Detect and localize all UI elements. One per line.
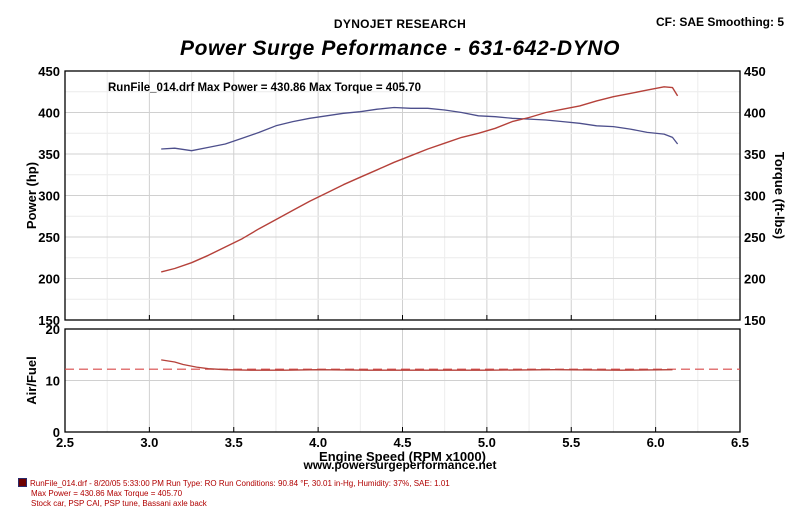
- x-tick-label: 6.0: [647, 435, 665, 450]
- y-tick-label-torque: 350: [744, 147, 766, 162]
- x-tick-label: 4.5: [393, 435, 411, 450]
- y-tick-label-afr: 0: [53, 425, 60, 440]
- y-tick-label-power: 200: [38, 272, 60, 287]
- y-tick-label-power: 450: [38, 64, 60, 79]
- y-tick-label-power: 150: [38, 313, 60, 328]
- afr-curve: [161, 359, 673, 371]
- y-tick-label-power: 350: [38, 147, 60, 162]
- dyno-brand: DYNOJET RESEARCH: [333, 17, 467, 31]
- x-tick-label: 4.0: [309, 435, 327, 450]
- y-tick-label-power: 300: [38, 189, 60, 204]
- x-axis-label: Engine Speed (RPM x1000): [319, 449, 486, 464]
- chart-title: Power Surge Peformance - 631-642-DYNO: [179, 37, 620, 60]
- x-tick-label: 5.0: [478, 435, 496, 450]
- x-tick-label: 2.5: [56, 435, 74, 450]
- y-tick-label-torque: 300: [744, 189, 766, 204]
- max-values-annotation: RunFile_014.drf Max Power = 430.86 Max T…: [108, 82, 421, 94]
- y-tick-label-torque: 250: [744, 230, 766, 245]
- y-tick-label-torque: 450: [744, 64, 766, 79]
- cf-smoothing-label: CF: SAE Smoothing: 5: [656, 15, 784, 29]
- run-info-footer: RunFile_014.drf - 8/20/05 5:33:00 PM Run…: [18, 478, 450, 509]
- y-axis-label-afr: Air/Fuel: [24, 356, 39, 404]
- run-color-swatch: [18, 478, 27, 487]
- x-tick-label: 3.0: [140, 435, 158, 450]
- website-url[interactable]: www.powersurgeperformance.net: [303, 458, 497, 472]
- y-tick-label-torque: 150: [744, 313, 766, 328]
- torque-curve: [161, 106, 679, 152]
- y-axis-label-torque: Torque (ft-lbs): [772, 152, 787, 239]
- y-tick-label-torque: 400: [744, 106, 766, 121]
- x-tick-label: 3.5: [225, 435, 243, 450]
- y-tick-label-afr: 10: [46, 374, 60, 389]
- run-info-line-2: Max Power = 430.86 Max Torque = 405.70: [31, 489, 183, 498]
- y-tick-label-torque: 200: [744, 272, 766, 287]
- y-tick-label-afr: 20: [46, 322, 60, 337]
- run-info-text: RunFile_014.drf - 8/20/05 5:33:00 PM Run…: [30, 479, 450, 488]
- y-axis-label-power: Power (hp): [24, 162, 39, 229]
- run-info-line-1: RunFile_014.drf - 8/20/05 5:33:00 PM Run…: [18, 478, 450, 489]
- x-tick-label: 6.5: [731, 435, 749, 450]
- y-tick-label-power: 250: [38, 230, 60, 245]
- run-info-line-3: Stock car, PSP CAI, PSP tune, Bassani ax…: [31, 499, 207, 508]
- x-tick-label: 5.5: [562, 435, 580, 450]
- power-curve: [161, 86, 679, 273]
- y-tick-label-power: 400: [38, 106, 60, 121]
